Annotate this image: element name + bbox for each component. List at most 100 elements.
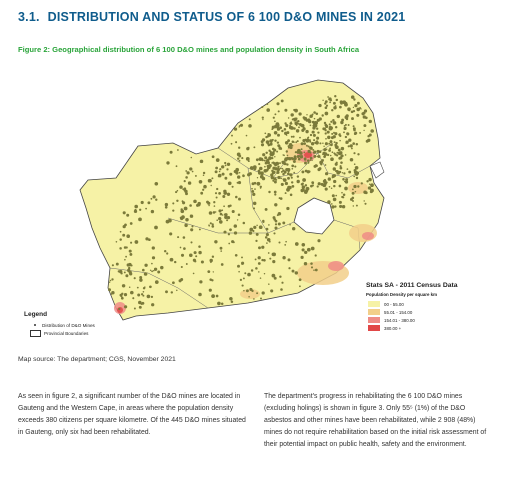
mine-dot xyxy=(211,225,215,228)
mine-dot xyxy=(335,98,338,102)
mine-dot xyxy=(208,211,213,215)
mine-dot xyxy=(344,135,348,139)
mine-dot xyxy=(244,272,247,275)
mine-dot xyxy=(236,219,239,221)
mine-dot xyxy=(285,240,287,243)
mine-dot xyxy=(261,116,264,119)
mine-dot xyxy=(119,293,123,297)
mine-dot xyxy=(215,196,218,199)
mine-dot xyxy=(231,134,233,137)
mine-dot xyxy=(279,162,281,165)
mine-dot xyxy=(344,180,349,184)
body-paragraph-right: The department's progress in rehabilitat… xyxy=(264,393,487,449)
mine-dot xyxy=(301,170,305,174)
mine-dot xyxy=(211,223,214,226)
mine-dot xyxy=(363,190,367,194)
mine-dot xyxy=(323,152,328,156)
mine-dot xyxy=(368,177,372,182)
mine-dot xyxy=(334,132,338,136)
mine-dot xyxy=(109,279,112,282)
mine-dot xyxy=(176,189,179,192)
mine-dot xyxy=(306,114,308,116)
mine-dot xyxy=(295,117,298,120)
mine-dot xyxy=(219,212,223,216)
mine-dot xyxy=(248,124,252,128)
mine-dot xyxy=(325,104,329,107)
mine-dot xyxy=(267,133,270,136)
mine-dot xyxy=(235,195,238,199)
mine-dot xyxy=(309,114,313,118)
mine-dot xyxy=(272,216,276,220)
mine-dot xyxy=(170,291,174,294)
mine-dot xyxy=(323,145,325,148)
mine-dot xyxy=(327,135,331,140)
mine-dot xyxy=(308,170,311,173)
mine-dot xyxy=(133,209,138,214)
mine-dot xyxy=(258,163,261,166)
mine-dot xyxy=(284,181,289,186)
mine-dot xyxy=(300,152,303,155)
mine-dot xyxy=(309,159,312,161)
mine-dot xyxy=(182,236,186,239)
mine-dot xyxy=(270,176,275,180)
mine-dot xyxy=(284,108,288,112)
mine-dot xyxy=(339,139,341,142)
mine-dot xyxy=(264,161,268,165)
mine-dot xyxy=(303,157,307,161)
mine-dot xyxy=(339,134,342,138)
mine-dot xyxy=(129,252,133,256)
mine-dot xyxy=(151,256,156,260)
mine-dot xyxy=(218,170,221,173)
mine-dot xyxy=(157,270,161,274)
mine-dot xyxy=(343,131,345,134)
mine-dot xyxy=(284,131,288,135)
mine-dot xyxy=(136,286,139,289)
mine-dot xyxy=(305,186,310,191)
mine-dot xyxy=(300,142,304,146)
mine-dot xyxy=(211,155,215,159)
mine-dot xyxy=(211,294,215,298)
mine-dot xyxy=(310,266,314,269)
mine-dot xyxy=(264,165,266,168)
mine-dot xyxy=(340,101,343,105)
mine-dot xyxy=(340,161,343,164)
mine-dot xyxy=(269,257,272,260)
mine-dot xyxy=(150,197,153,200)
mine-dot xyxy=(272,150,275,154)
mine-dot xyxy=(266,238,271,242)
mine-dot xyxy=(284,141,289,145)
mine-dot xyxy=(233,169,237,174)
mine-dot xyxy=(363,124,367,128)
mine-dot xyxy=(175,165,178,168)
mine-dot xyxy=(274,167,278,171)
mine-dot xyxy=(235,141,238,144)
mine-dot xyxy=(340,154,344,158)
mine-dot xyxy=(277,110,280,113)
mine-dot xyxy=(111,290,115,295)
mine-dot xyxy=(291,164,295,168)
census-class-label: 154.01 - 380.00 xyxy=(384,317,415,323)
mine-dot xyxy=(214,240,218,244)
mine-dot xyxy=(348,170,352,174)
mine-dot xyxy=(209,258,213,263)
mine-dot xyxy=(300,148,303,151)
mine-dot xyxy=(255,232,259,236)
mine-dot xyxy=(316,185,319,188)
mine-dot xyxy=(151,262,153,265)
mine-dot xyxy=(313,154,317,158)
mine-dot xyxy=(247,272,251,277)
mine-dot xyxy=(193,251,197,255)
mine-dot xyxy=(185,176,188,179)
mine-dot xyxy=(290,157,294,160)
color-swatch xyxy=(368,309,380,315)
mine-dot xyxy=(328,142,331,145)
mine-dot xyxy=(282,154,284,156)
mine-dot xyxy=(309,151,312,154)
mine-dot xyxy=(308,139,311,142)
mine-dot xyxy=(300,255,304,259)
mine-dot xyxy=(169,232,173,236)
mine-dot xyxy=(254,188,256,190)
section-title: DISTRIBUTION AND STATUS OF 6 100 D&O MIN… xyxy=(47,10,406,24)
mine-dot xyxy=(193,199,197,204)
mine-dot xyxy=(276,141,280,144)
